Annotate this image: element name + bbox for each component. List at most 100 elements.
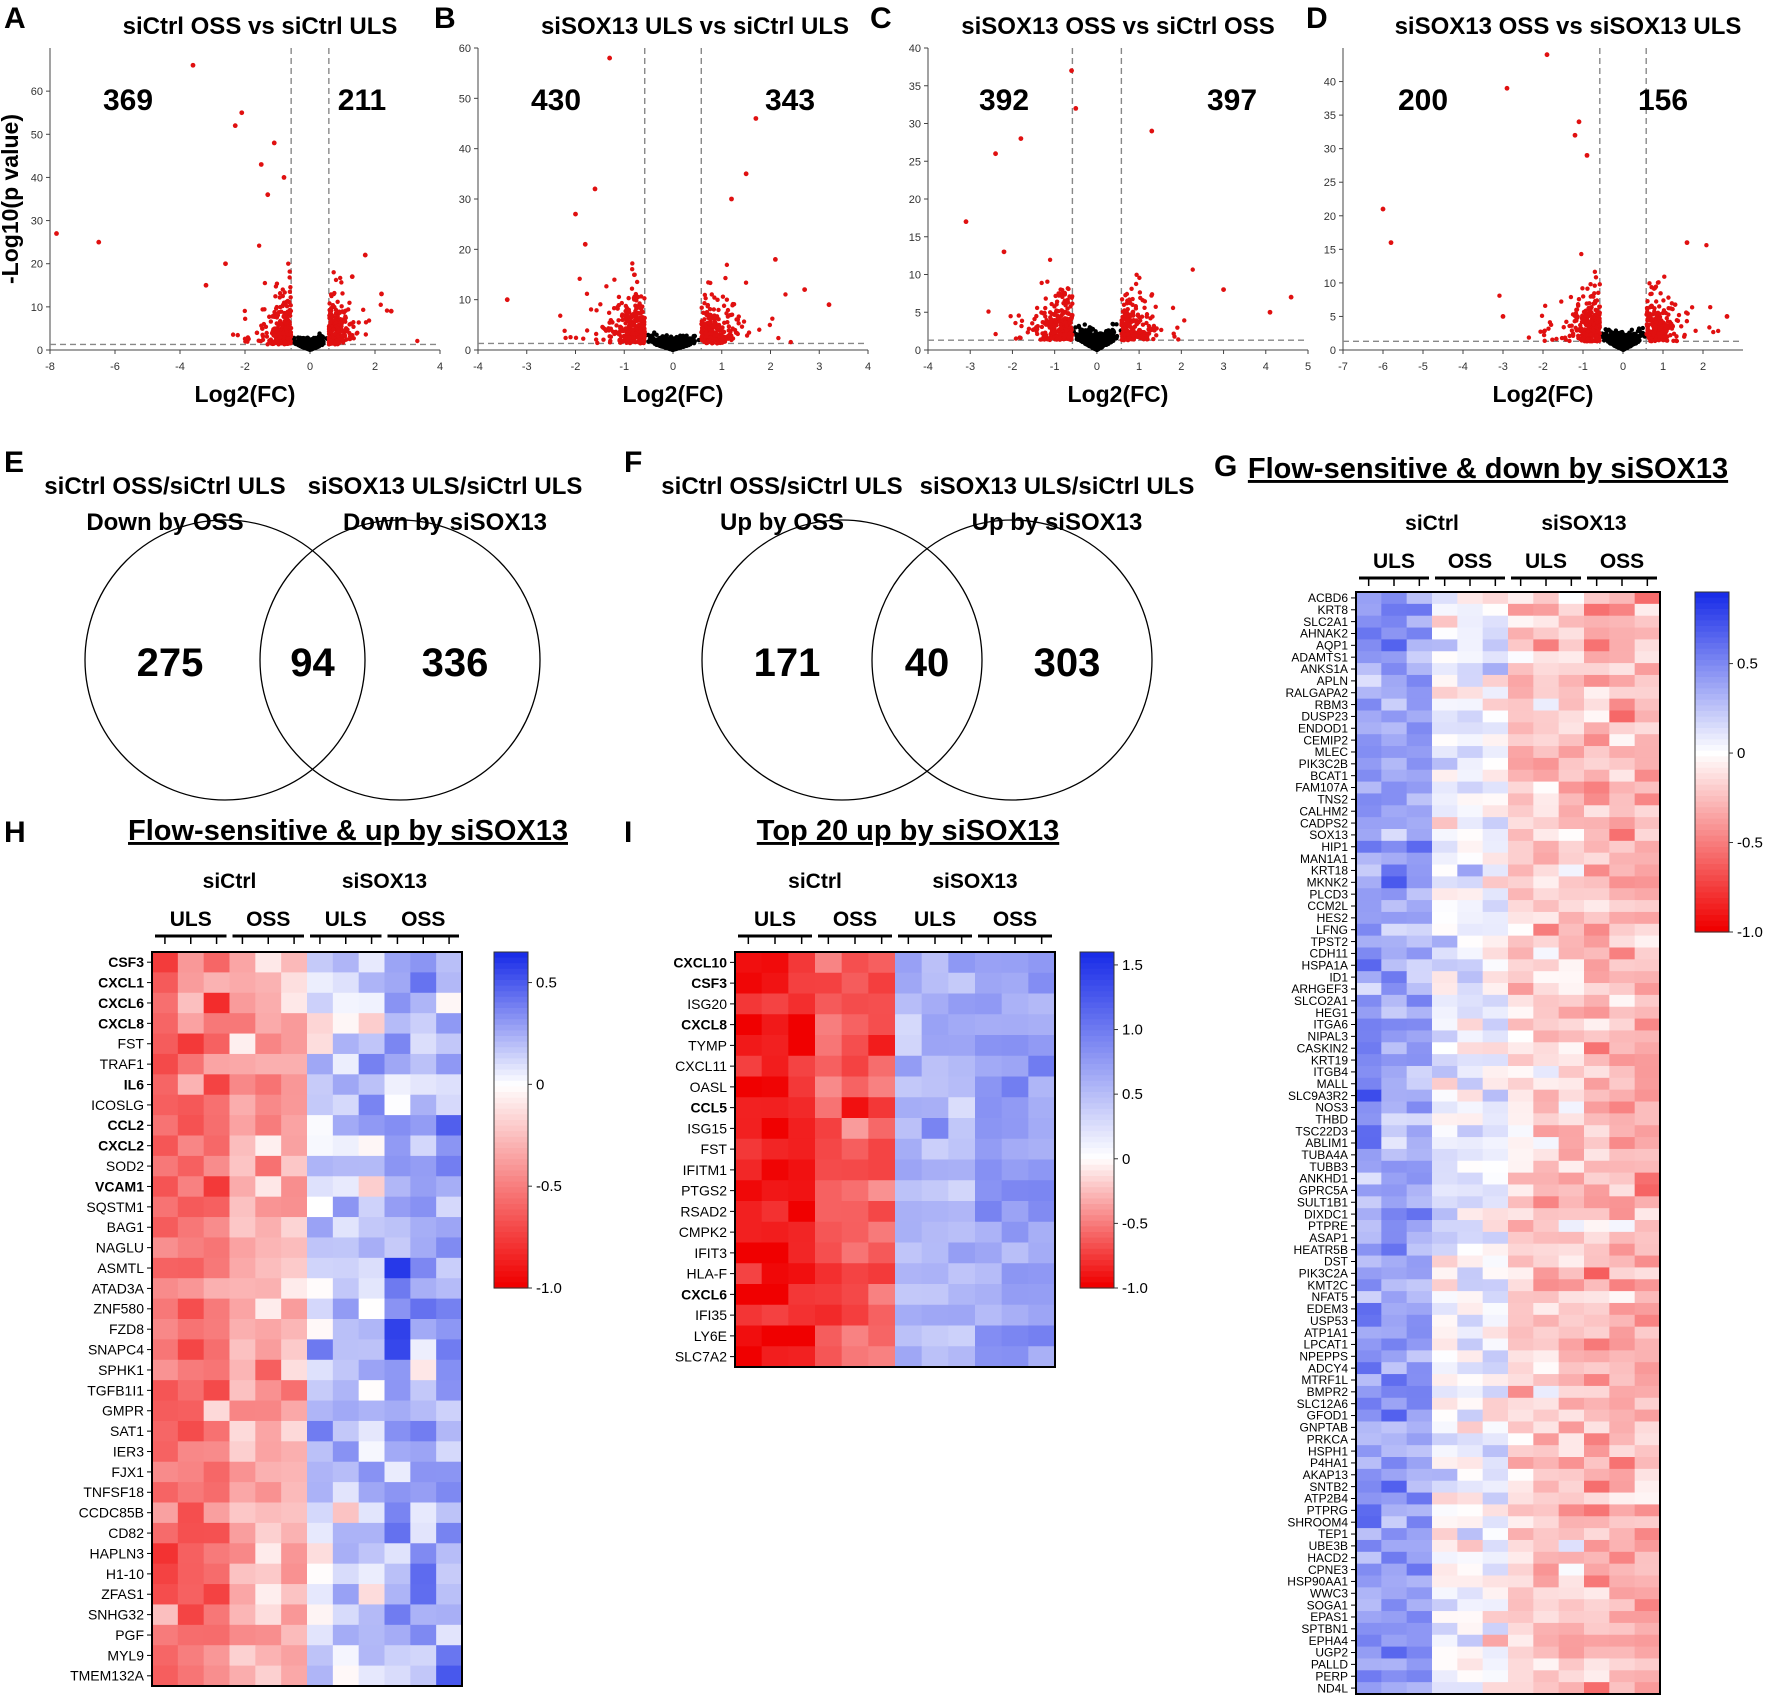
- sig-point: [1592, 269, 1598, 275]
- heatmap-cell: [1634, 592, 1661, 605]
- sig-point: [354, 331, 359, 336]
- ns-point: [1603, 331, 1609, 336]
- sig-point: [340, 333, 346, 338]
- outlier-point: [607, 55, 613, 61]
- sig-point: [613, 329, 619, 335]
- sig-point: [328, 319, 333, 325]
- heatmap-cell: [1406, 603, 1433, 617]
- sig-point: [1064, 328, 1069, 333]
- sig-point: [1661, 298, 1666, 303]
- sig-point: [1054, 329, 1059, 335]
- sig-point: [333, 316, 338, 321]
- heatmap-cell: [1356, 603, 1382, 617]
- sig-point: [712, 332, 717, 338]
- ns-point: [298, 342, 304, 348]
- sig-point: [1057, 335, 1062, 341]
- sig-point: [708, 280, 713, 286]
- ns-point: [1622, 343, 1627, 348]
- sig-point: [287, 329, 293, 335]
- sig-point: [629, 286, 635, 291]
- condition-label: ULS: [1373, 550, 1415, 573]
- ns-point: [1103, 338, 1109, 343]
- sig-point: [623, 321, 628, 326]
- ns-point: [662, 337, 668, 342]
- sig-point: [612, 277, 617, 282]
- sig-point: [638, 318, 644, 323]
- ns-point: [1085, 334, 1091, 340]
- sig-point: [577, 276, 582, 282]
- sig-point: [1538, 329, 1543, 334]
- outlier-point: [1001, 249, 1007, 255]
- sig-point: [1123, 326, 1128, 332]
- sig-point: [630, 331, 635, 336]
- sig-point: [558, 313, 563, 318]
- y-tick-label: 50: [31, 129, 43, 141]
- ns-point: [308, 342, 313, 347]
- y-tick-label: 40: [459, 144, 471, 156]
- y-tick-label: 30: [31, 216, 43, 228]
- outlier-point: [190, 62, 196, 68]
- sig-point: [277, 334, 282, 340]
- sig-point: [274, 304, 280, 310]
- sig-point: [1665, 334, 1670, 339]
- sig-point: [638, 294, 644, 299]
- heatmap-cell: [1432, 592, 1458, 605]
- ns-point: [657, 337, 662, 342]
- volcano-title: siSOX13 ULS vs siCtrl ULS: [541, 13, 849, 40]
- sig-point: [286, 336, 291, 341]
- heatmap-cell: [1482, 603, 1509, 617]
- outlier-point: [1069, 68, 1074, 74]
- sig-point: [1045, 279, 1050, 284]
- sig-point: [601, 337, 606, 342]
- down-count: 430: [531, 84, 581, 117]
- outlier-point: [379, 291, 384, 297]
- volcano-D: siSOX13 OSS vs siSOX13 ULS-7 -6 -5 -4 -3 -2 -1…: [1324, 13, 1743, 407]
- sig-point: [1062, 316, 1068, 321]
- y-tick-label: 10: [31, 302, 43, 314]
- y-tick-label: 20: [31, 259, 43, 271]
- sig-point: [1070, 312, 1075, 318]
- x-tick-label: -4: [1458, 361, 1468, 373]
- x-tick-label: -2: [571, 361, 581, 373]
- sig-point: [1579, 251, 1584, 257]
- outlier-point: [573, 211, 578, 217]
- sig-point: [1559, 299, 1564, 304]
- y-tick-label: 15: [909, 232, 921, 244]
- ns-point: [1092, 345, 1097, 350]
- up-count: 211: [338, 84, 386, 117]
- sig-point: [1668, 306, 1673, 311]
- sig-point: [260, 332, 265, 338]
- sig-point: [615, 306, 620, 311]
- sig-point: [331, 327, 336, 332]
- sig-point: [261, 321, 267, 327]
- heatmap-cell: [1482, 615, 1509, 629]
- sig-point: [1672, 302, 1678, 307]
- sig-point: [623, 326, 628, 331]
- sig-point: [1589, 293, 1595, 299]
- sig-point: [618, 324, 623, 329]
- heatmap-cell: [1406, 592, 1433, 605]
- sig-point: [277, 318, 283, 324]
- venn-right-title: siSOX13 ULS/siCtrl ULS: [308, 473, 583, 500]
- sig-point: [1142, 299, 1148, 304]
- sig-point: [563, 335, 568, 341]
- sig-point: [705, 304, 710, 309]
- y-tick-label: 30: [909, 119, 921, 131]
- ns-point: [1075, 334, 1081, 340]
- sig-point: [1119, 297, 1125, 302]
- x-tick-label: -6: [1378, 361, 1388, 373]
- y-tick-label: 60: [31, 86, 43, 98]
- sig-point: [1693, 328, 1698, 333]
- sig-point: [1042, 335, 1048, 341]
- ns-point: [1628, 340, 1634, 345]
- condition-label: OSS: [1600, 550, 1644, 573]
- sig-point: [281, 314, 286, 319]
- sig-point: [594, 308, 599, 313]
- outlier-point: [993, 151, 998, 157]
- ns-point: [689, 337, 695, 343]
- sig-point: [242, 308, 248, 314]
- sig-point: [260, 307, 265, 312]
- ns-point: [661, 342, 667, 348]
- panel-letter-B: B: [434, 2, 456, 35]
- x-tick-label: 2: [1700, 361, 1706, 373]
